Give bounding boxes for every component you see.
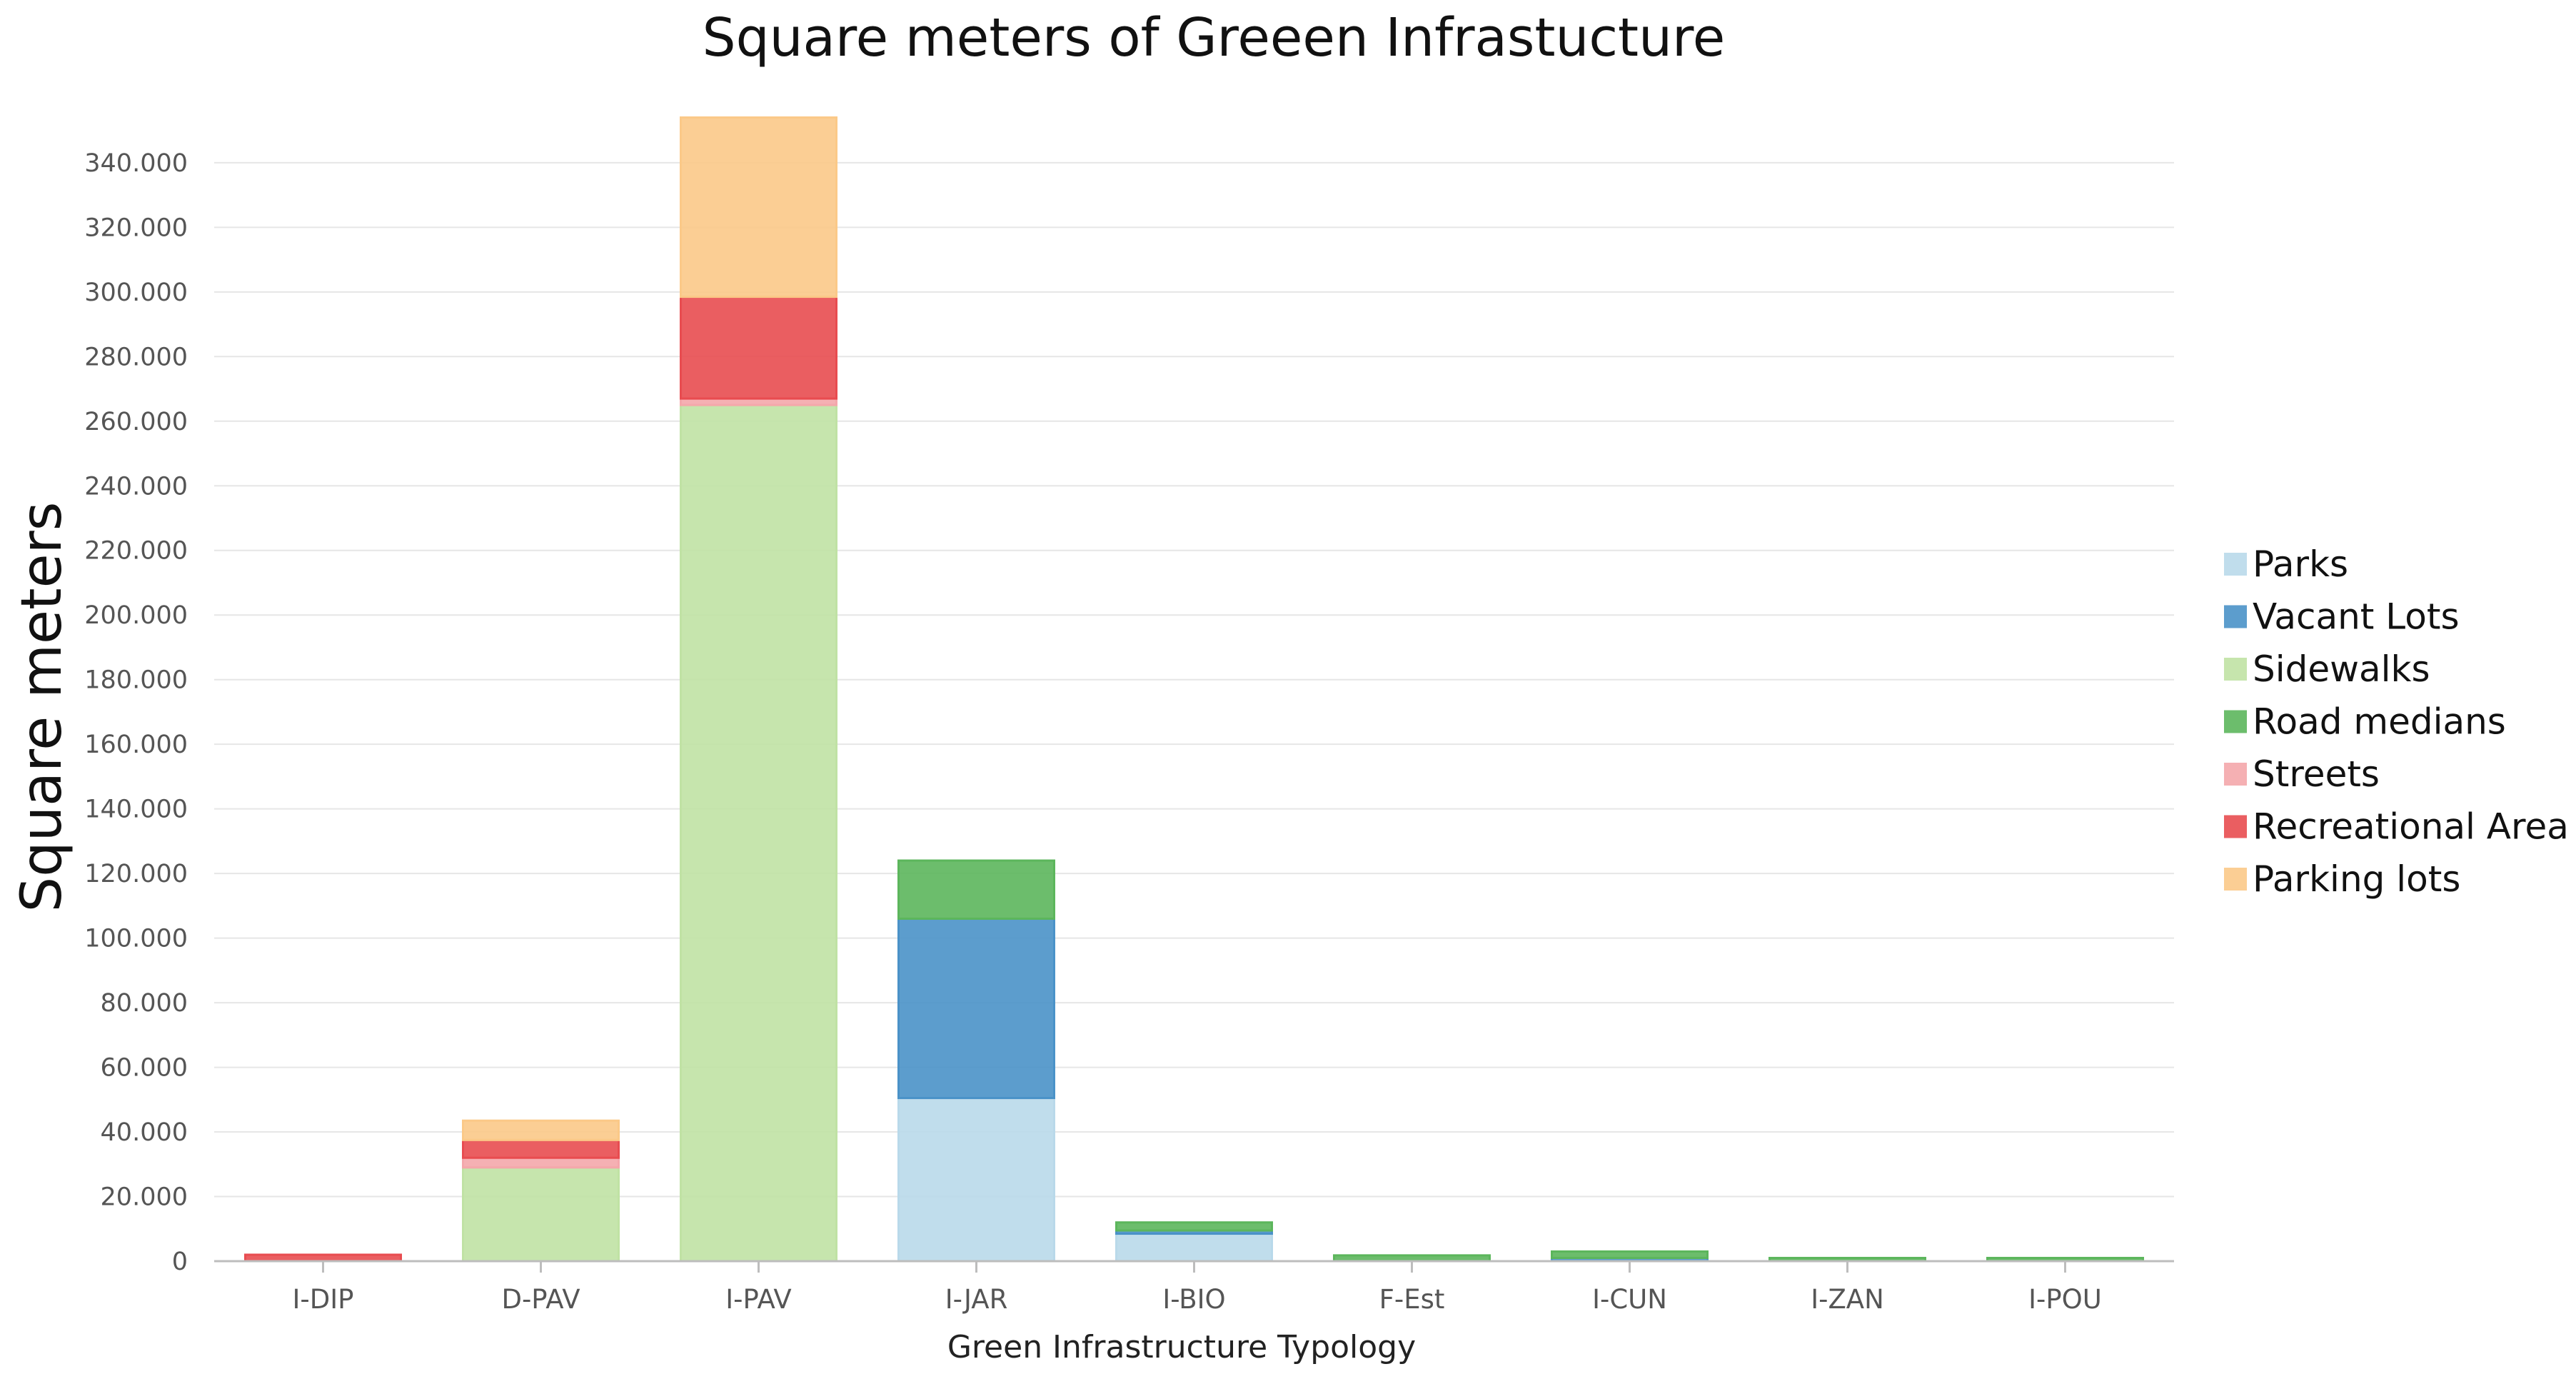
legend-item-streets[interactable]: Streets [2224,753,2380,795]
bar-segment-d-pav-parking-lots[interactable] [462,1119,620,1141]
x-tick-label: I-JAR [945,1284,1008,1315]
chart-title: Square meters of Greeen Infrastucture [703,7,1726,69]
legend-label: Vacant Lots [2253,596,2460,638]
y-tick-label: 340.000 [84,149,188,178]
legend-item-vacant-lots[interactable]: Vacant Lots [2224,596,2460,638]
y-tick-label: 220.000 [84,537,188,566]
legend-label: Road medians [2253,701,2506,743]
y-tick-label: 20.000 [101,1183,188,1212]
bar-segment-i-bio-parks[interactable] [1115,1233,1273,1263]
legend-label: Recreational Area [2253,806,2569,848]
legend-swatch [2224,710,2247,733]
bar-segment-i-jar-parks[interactable] [897,1097,1055,1263]
x-tick-label: I-ZAN [1811,1284,1884,1315]
x-axis-ticks: I-DIP D-PAV I-PAV I-JAR I-BIO F-Est I-CUN I-ZAN… [293,1261,2102,1315]
y-tick-label: 120.000 [84,860,188,888]
gridlines [214,161,2174,1198]
bar-segment-i-cun-road-medians[interactable] [1551,1250,1709,1259]
legend-item-parking-lots[interactable]: Parking lots [2224,858,2460,900]
y-tick-label: 80.000 [101,989,188,1018]
x-tick-label: F-Est [1379,1284,1445,1315]
legend-item-sidewalks[interactable]: Sidewalks [2224,648,2430,690]
legend-swatch [2224,868,2247,891]
y-tick-label: 200.000 [84,601,188,630]
y-tick-label: 140.000 [84,796,188,824]
bar-segment-d-pav-sidewalks[interactable] [462,1166,620,1263]
x-axis-title: Green Infrastructure Typology [947,1329,1416,1365]
y-tick-label: 320.000 [84,214,188,242]
bar-segment-d-pav-recreational-area[interactable] [462,1138,620,1159]
legend-label: Parking lots [2253,858,2460,900]
legend-swatch [2224,763,2247,786]
legend-label: Parks [2253,543,2348,585]
y-tick-label: 40.000 [101,1118,188,1147]
y-tick-label: 100.000 [84,925,188,953]
legend-label: Sidewalks [2253,648,2430,690]
x-tick-label: I-CUN [1592,1284,1667,1315]
legend-item-road-medians[interactable]: Road medians [2224,701,2506,743]
legend-swatch [2224,605,2247,628]
y-tick-label: 240.000 [84,472,188,501]
bar-segment-i-pav-recreational-area[interactable] [680,296,837,400]
legend-label: Streets [2253,753,2380,795]
x-tick-label: I-POU [2028,1284,2102,1315]
x-tick-label: D-PAV [501,1284,580,1315]
bar-segment-i-bio-road-medians[interactable] [1115,1221,1273,1232]
legend-item-parks[interactable]: Parks [2224,543,2348,585]
y-tick-label: 180.000 [84,666,188,695]
y-tick-label: 280.000 [84,343,188,371]
legend-swatch [2224,553,2247,576]
y-tick-label: 300.000 [84,279,188,307]
x-tick-label: I-DIP [293,1284,354,1315]
y-tick-label: 160.000 [84,731,188,759]
legend: Parks Vacant Lots Sidewalks Road medians Str… [2224,543,2569,900]
x-tick-label: I-BIO [1162,1284,1225,1315]
y-axis-ticks: 0 20.000 40.000 60.000 80.000 100.000 120.000 1… [84,149,188,1276]
bar-segment-d-pav-streets[interactable] [462,1156,620,1169]
y-tick-label: 260.000 [84,408,188,436]
y-tick-label: 0 [172,1248,188,1276]
legend-swatch [2224,658,2247,681]
legend-swatch [2224,815,2247,838]
bars [244,116,2144,1263]
bar-segment-i-pav-sidewalks[interactable] [680,403,837,1263]
y-axis-title: Square meters [10,502,74,913]
bar-segment-i-pav-parking-lots[interactable] [680,116,837,299]
legend-item-recreational-area[interactable]: Recreational Area [2224,806,2569,848]
y-tick-label: 60.000 [101,1054,188,1083]
bar-segment-i-jar-vacant-lots[interactable] [897,917,1055,1100]
bar-segment-i-jar-road-medians[interactable] [897,859,1055,920]
x-tick-label: I-PAV [725,1284,791,1315]
